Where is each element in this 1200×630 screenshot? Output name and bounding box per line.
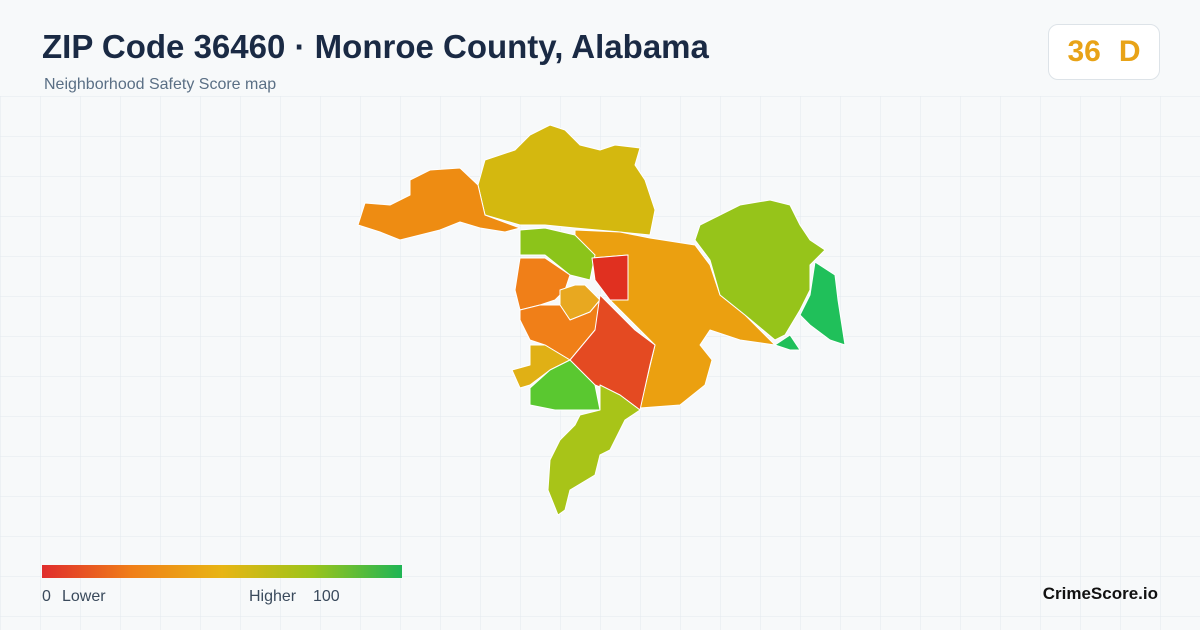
grade: D [1118, 35, 1141, 68]
score-badge: 36 D [1048, 24, 1160, 80]
title: ZIP Code 36460 · Monroe County, Alabama [42, 28, 709, 65]
region [511, 344, 571, 389]
legend-max: 100 [313, 588, 340, 605]
region [547, 384, 641, 516]
region [477, 124, 656, 236]
score: 36 [1067, 35, 1101, 68]
region [519, 227, 596, 281]
subtitle: Neighborhood Safety Score map [44, 76, 277, 93]
region [694, 199, 826, 341]
region [357, 167, 521, 241]
region [514, 257, 571, 311]
legend-min-label: Lower [62, 588, 106, 605]
legend-gradient [42, 565, 402, 578]
region [591, 254, 629, 301]
legend-min: 0 [42, 588, 51, 605]
region [799, 261, 846, 346]
brand: CrimeScore.io [1042, 584, 1158, 603]
region [774, 334, 801, 351]
legend-max-label: Higher [249, 588, 297, 605]
